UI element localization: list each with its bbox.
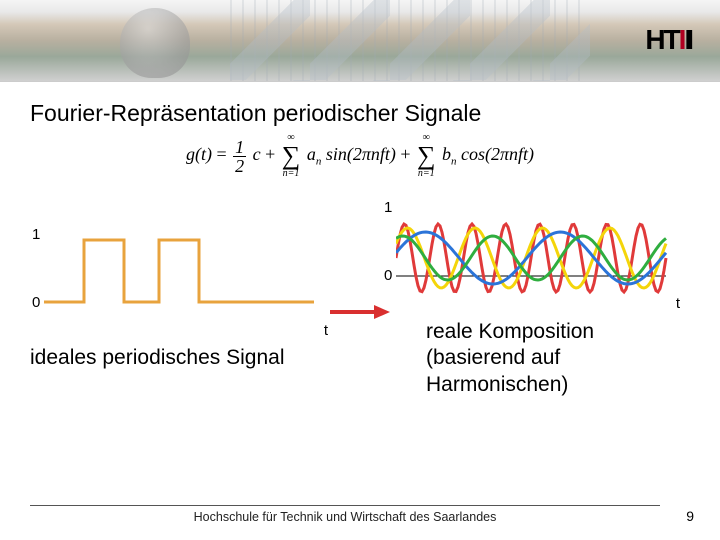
right-plot-block: 1 0 t reale Komposition(basierend aufHar… bbox=[396, 203, 676, 398]
footer-text: Hochschule für Technik und Wirtschaft de… bbox=[30, 505, 660, 524]
harmonics-svg bbox=[396, 203, 676, 313]
ytick-0-r: 0 bbox=[384, 267, 392, 284]
left-caption: ideales periodisches Signal bbox=[30, 346, 324, 370]
right-caption: reale Komposition(basierend aufHarmonisc… bbox=[426, 319, 676, 398]
x-label-r: t bbox=[676, 295, 680, 312]
ytick-0: 0 bbox=[32, 294, 40, 311]
htw-logo: HTIII bbox=[645, 24, 692, 56]
left-plot: 1 0 t bbox=[44, 230, 324, 340]
arrow-icon bbox=[328, 303, 392, 321]
x-label: t bbox=[324, 322, 328, 339]
ytick-1: 1 bbox=[32, 226, 40, 243]
square-wave-svg bbox=[44, 230, 324, 340]
right-plot: 1 0 t bbox=[396, 203, 676, 313]
header-banner: HTIII bbox=[0, 0, 720, 82]
plots-row: 1 0 t ideales periodisches Signal 1 0 t … bbox=[30, 203, 690, 398]
slide-content: Fourier-Repräsentation periodischer Sign… bbox=[0, 82, 720, 398]
page-number: 9 bbox=[686, 508, 694, 524]
ytick-1-r: 1 bbox=[384, 199, 392, 216]
fourier-formula: g(t) = 12 c + ∞∑n=1 an sin(2πnft) + ∞∑n=… bbox=[30, 133, 690, 179]
slide-title: Fourier-Repräsentation periodischer Sign… bbox=[30, 100, 690, 127]
left-plot-block: 1 0 t ideales periodisches Signal bbox=[44, 230, 324, 370]
